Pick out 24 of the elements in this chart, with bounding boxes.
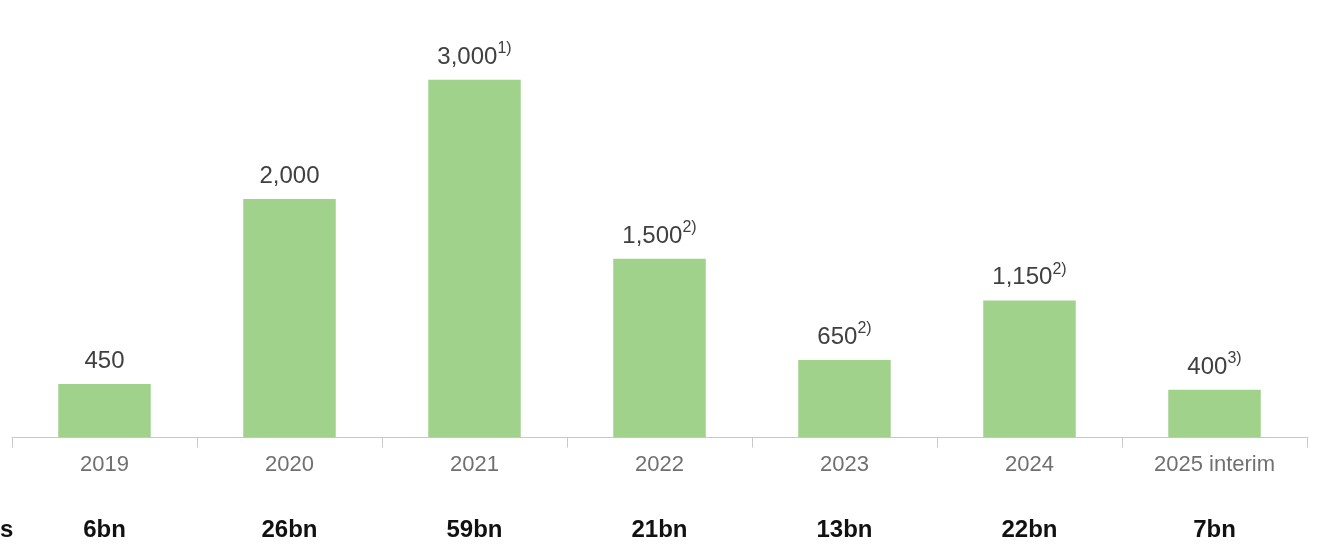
x-tick-label: 2022 [635,450,684,476]
bar [1168,389,1261,438]
x-tick-label: 2021 [450,450,499,476]
bar [428,79,521,438]
text: 26bn [261,515,318,542]
text: 7bn [1193,515,1236,542]
data-label: 450 [84,345,125,373]
x-tick-label: 2024 [1005,450,1054,476]
text: s [0,515,14,542]
x-tick-label: 2025 interim [1153,450,1276,476]
x-tick-label: 2023 [820,450,869,476]
bar [983,300,1076,438]
text: 13bn [816,515,873,542]
x-tick-label: 2020 [265,450,314,476]
bar [58,383,151,438]
bar [613,258,706,438]
bar [798,360,891,438]
x-tick-label: 2019 [80,450,129,476]
text: 21bn [631,515,688,542]
data-label: 2,000 [259,160,320,188]
text: 22bn [1001,515,1058,542]
text: 59bn [446,515,503,542]
bar [243,198,336,438]
text: 6bn [83,515,126,542]
